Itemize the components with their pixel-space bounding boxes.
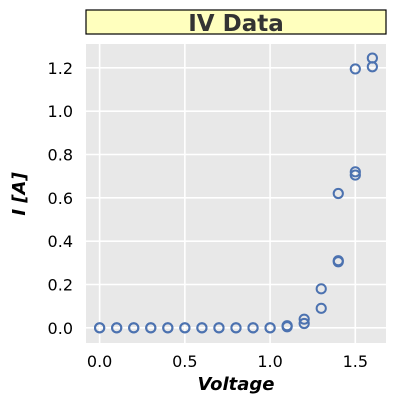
- data-point: [94, 322, 106, 334]
- y-axis-label: I [A]: [9, 172, 30, 216]
- data-point: [315, 302, 327, 314]
- data-point: [162, 322, 174, 334]
- data-point: [230, 322, 242, 334]
- y-tick-label: 0.2: [48, 276, 73, 295]
- data-point: [213, 322, 225, 334]
- data-point: [332, 187, 344, 200]
- data-point: [128, 322, 140, 334]
- data-point: [315, 283, 327, 295]
- data-point: [111, 322, 123, 334]
- x-tick-label: 0.5: [172, 352, 197, 371]
- data-point: [298, 313, 310, 325]
- data-point: [349, 169, 361, 181]
- chart-title: IV Data: [188, 11, 284, 37]
- y-tick-label: 0.0: [48, 319, 73, 338]
- x-tick-label: 1.5: [343, 352, 368, 371]
- data-point: [145, 322, 157, 334]
- y-tick-label: 1.0: [48, 102, 73, 121]
- y-tick-label: 0.4: [48, 232, 73, 251]
- data-point: [247, 322, 259, 334]
- data-points: [94, 52, 378, 334]
- data-point: [264, 322, 276, 334]
- x-tick-label: 0.0: [87, 352, 112, 371]
- x-tick-label: 1.0: [257, 352, 282, 371]
- data-point: [298, 317, 310, 330]
- data-point: [349, 166, 361, 178]
- data-point: [366, 61, 378, 73]
- x-axis-label: Voltage: [197, 374, 274, 395]
- data-point: [349, 63, 361, 75]
- data-point: [196, 322, 208, 334]
- data-point: [179, 322, 191, 334]
- y-tick-label: 0.6: [48, 189, 73, 208]
- y-tick-label: 1.2: [48, 59, 73, 78]
- plot-area: [86, 44, 386, 343]
- data-point: [281, 321, 293, 333]
- data-point: [332, 256, 344, 268]
- grid-lines: [86, 44, 386, 343]
- y-tick-label: 0.8: [48, 146, 73, 165]
- title-box: [85, 9, 387, 35]
- tick-labels: 0.0 0.5 1.0 1.5 0.0 0.2 0.4 0.6 0.8 1.0 1.2: [48, 59, 368, 371]
